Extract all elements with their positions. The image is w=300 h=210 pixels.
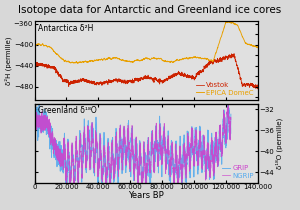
NGRIP	[69, 190, 72, 192]
NGRIP	[178, 157, 182, 160]
EPICA DomeC	[76, 62, 79, 64]
Line: GRIP: GRIP	[34, 94, 231, 197]
EPICA DomeC	[228, 21, 232, 23]
GRIP	[229, 113, 233, 116]
EPICA DomeC	[58, 56, 62, 59]
GRIP	[158, 137, 161, 140]
NGRIP	[149, 164, 152, 167]
Vostok	[73, 81, 77, 84]
Text: Greenland δ¹⁸O: Greenland δ¹⁸O	[38, 106, 97, 115]
Vostok	[33, 64, 36, 66]
EPICA DomeC	[118, 58, 122, 61]
NGRIP	[158, 142, 161, 144]
NGRIP	[189, 160, 192, 162]
NGRIP	[33, 121, 36, 123]
Vostok	[217, 60, 220, 63]
Y-axis label: δ¹⁸O (permille): δ¹⁸O (permille)	[276, 118, 283, 169]
EPICA DomeC	[226, 20, 230, 23]
Line: EPICA DomeC: EPICA DomeC	[34, 22, 258, 63]
NGRIP	[226, 103, 230, 106]
NGRIP	[104, 179, 107, 181]
Line: Vostok: Vostok	[34, 54, 258, 89]
Legend: GRIP, NGRIP: GRIP, NGRIP	[219, 162, 256, 181]
Vostok	[167, 77, 170, 80]
GRIP	[149, 173, 152, 175]
Vostok	[256, 88, 260, 90]
GRIP	[189, 160, 192, 163]
Text: Isotope data for Antarctic and Greenland ice cores: Isotope data for Antarctic and Greenland…	[18, 5, 282, 15]
GRIP	[226, 93, 230, 96]
EPICA DomeC	[128, 60, 132, 63]
Vostok	[200, 71, 203, 73]
NGRIP	[43, 122, 46, 125]
Vostok	[178, 73, 181, 75]
NGRIP	[229, 118, 233, 121]
Vostok	[256, 87, 260, 90]
X-axis label: Years BP: Years BP	[128, 192, 164, 201]
EPICA DomeC	[256, 46, 260, 49]
GRIP	[73, 196, 76, 199]
Text: Antarctica δ²H: Antarctica δ²H	[38, 24, 93, 33]
Y-axis label: δ²H (permille): δ²H (permille)	[5, 36, 12, 85]
EPICA DomeC	[252, 45, 256, 47]
EPICA DomeC	[71, 62, 75, 64]
GRIP	[43, 109, 46, 111]
Line: NGRIP: NGRIP	[34, 104, 231, 191]
Vostok	[118, 80, 122, 83]
GRIP	[33, 124, 36, 126]
GRIP	[178, 136, 182, 139]
EPICA DomeC	[33, 44, 36, 46]
GRIP	[104, 177, 107, 179]
Vostok	[232, 52, 236, 55]
Legend: Vostok, EPICA DomeC: Vostok, EPICA DomeC	[193, 80, 256, 98]
